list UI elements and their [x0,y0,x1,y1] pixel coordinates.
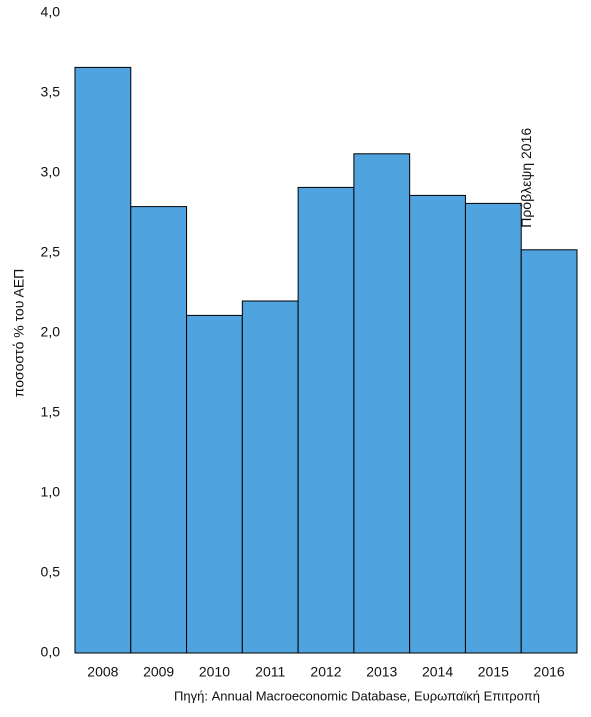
bar [464,202,522,654]
bar [241,300,299,654]
x-tick-label: 2013 [366,664,397,680]
x-tick-label: 2010 [199,664,230,680]
bar [297,186,355,654]
annotation: Πρόβλεψη 2016 [518,128,534,228]
x-tick-label: 2012 [310,664,341,680]
x-tick-label: 2014 [422,664,453,680]
y-tick-label: 1,0 [41,484,61,500]
y-axis-label: ποσοστό % του ΑΕΠ [11,269,27,398]
bar [74,66,132,654]
y-tick-label: 3,0 [41,164,61,180]
y-tick-label: 0,0 [41,644,61,660]
source-note: Πηγή: Annual Macroeconomic Database, Ευρ… [174,688,540,703]
y-tick-label: 2,5 [41,244,61,260]
y-tick-label: 2,0 [41,324,61,340]
y-tick-label: 3,5 [41,84,61,100]
x-tick-label: 2016 [534,664,565,680]
bar [130,206,188,654]
bar [186,314,243,654]
bar [520,249,578,654]
bar [409,194,466,654]
y-tick-label: 0,5 [41,564,61,580]
x-tick-label: 2015 [478,664,509,680]
x-tick-label: 2008 [87,664,118,680]
x-tick-label: 2009 [143,664,174,680]
y-tick-label: 4,0 [41,4,61,20]
bar [353,153,411,654]
y-tick-label: 1,5 [41,404,61,420]
x-tick-label: 2011 [255,664,285,680]
